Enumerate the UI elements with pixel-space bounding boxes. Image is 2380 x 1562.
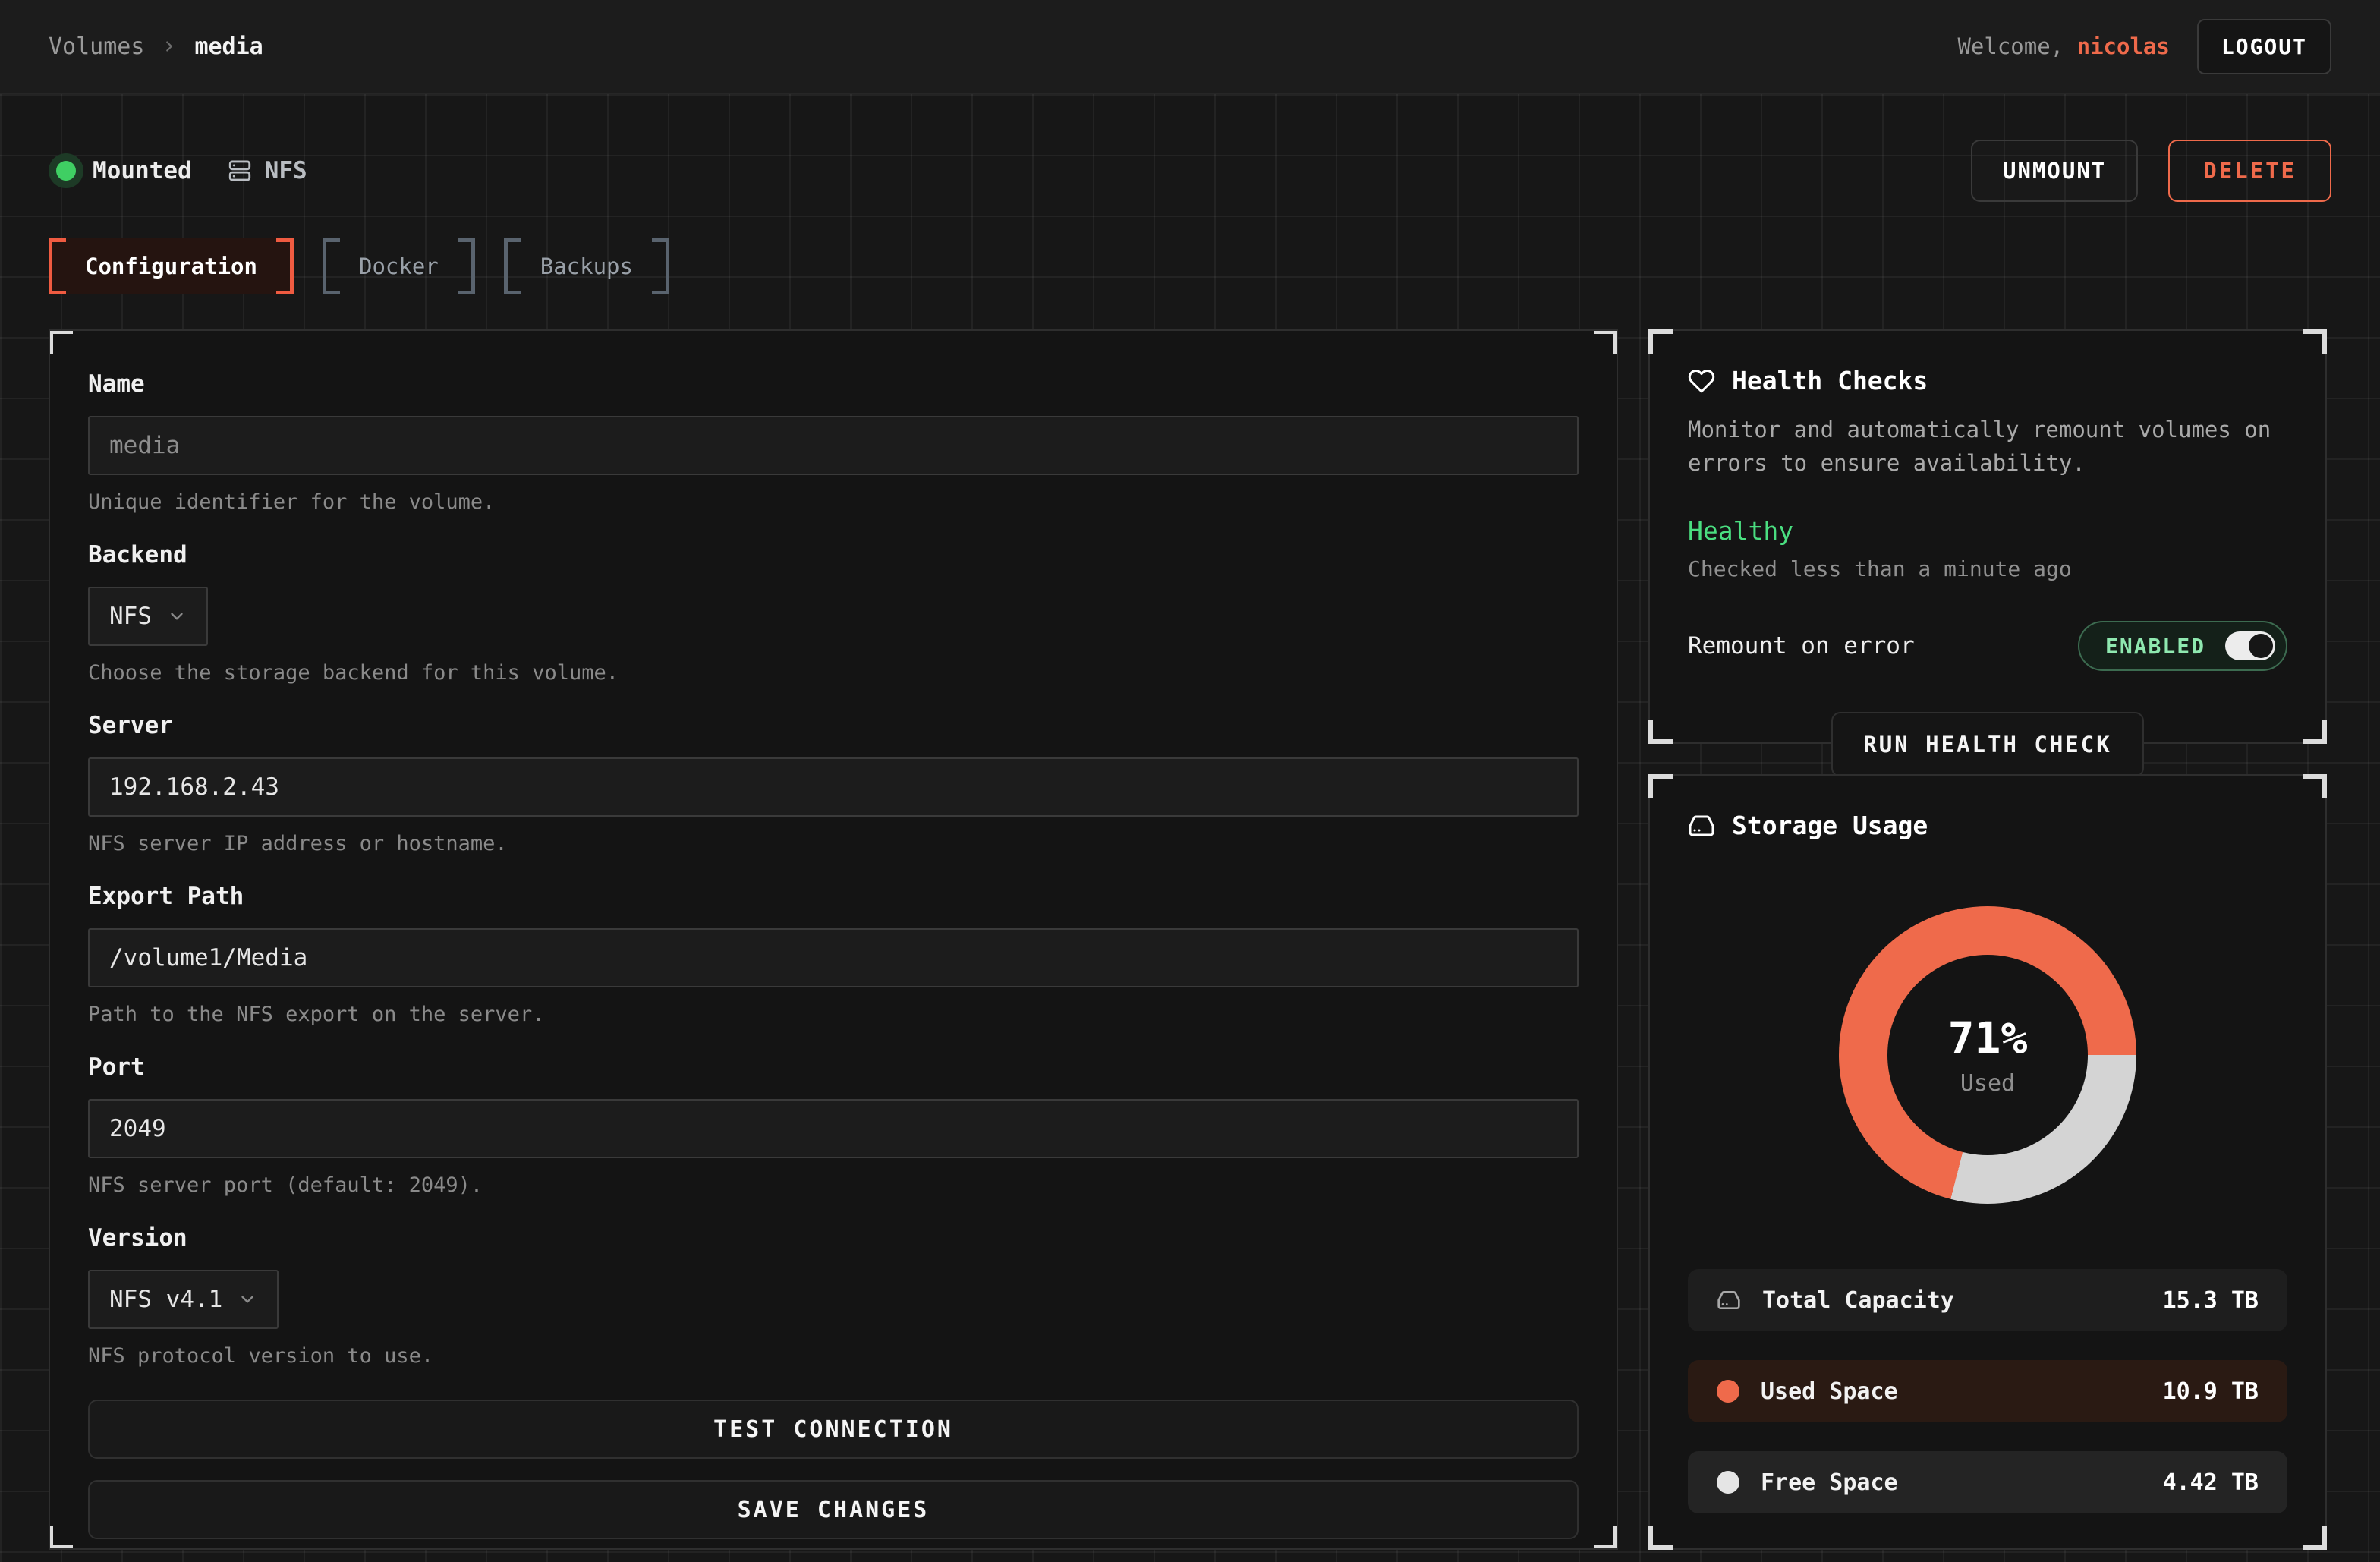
breadcrumb-volumes-link[interactable]: Volumes: [49, 33, 145, 60]
corner-bracket: [50, 331, 73, 354]
corner-bracket: [1594, 331, 1617, 354]
total-capacity-value: 15.3 TB: [2162, 1286, 2259, 1314]
mount-status-label: Mounted: [93, 157, 192, 184]
server-helper: NFS server IP address or hostname.: [88, 832, 508, 855]
backend-badge-label: NFS: [264, 157, 307, 184]
export-path-input[interactable]: [88, 928, 1579, 987]
server-input[interactable]: [88, 757, 1579, 817]
port-label: Port: [88, 1053, 145, 1081]
export-path-label: Export Path: [88, 883, 244, 910]
remount-toggle[interactable]: ENABLED: [2077, 621, 2287, 671]
user-area: Welcome, nicolas LOGOUT: [1957, 18, 2331, 74]
port-input[interactable]: [88, 1099, 1579, 1158]
port-helper: NFS server port (default: 2049).: [88, 1173, 483, 1197]
free-space-row: Free Space 4.42 TB: [1688, 1451, 2287, 1513]
welcome-text: Welcome, nicolas: [1957, 33, 2169, 59]
total-capacity-row: Total Capacity 15.3 TB: [1688, 1269, 2287, 1331]
tab-backups[interactable]: Backups: [503, 238, 670, 294]
health-checks-panel: Health Checks Monitor and automatically …: [1648, 329, 2327, 777]
tab-configuration[interactable]: Configuration: [49, 238, 294, 294]
corner-bracket: [50, 1526, 73, 1548]
corner-bracket: [1594, 1526, 1617, 1548]
tab-bar: Configuration Docker Backups: [49, 238, 2331, 294]
chevron-down-icon: [167, 606, 187, 626]
version-select[interactable]: NFS v4.1: [88, 1270, 279, 1329]
breadcrumb-current: media: [194, 33, 263, 60]
health-panel-title: Health Checks: [1732, 366, 1928, 395]
backend-label: Backend: [88, 541, 187, 568]
run-health-check-button[interactable]: RUN HEALTH CHECK: [1831, 712, 2144, 777]
unmount-button[interactable]: UNMOUNT: [1971, 140, 2139, 202]
health-last-checked: Checked less than a minute ago: [1688, 556, 2072, 581]
welcome-prefix: Welcome,: [1957, 33, 2064, 59]
corner-bracket: [1648, 1526, 1673, 1550]
storage-used-label: Used: [1960, 1070, 2016, 1097]
version-label: Version: [88, 1224, 187, 1252]
corner-bracket: [2303, 1526, 2327, 1550]
health-description: Monitor and automatically remount volume…: [1688, 417, 2271, 476]
top-bar: Volumes media Welcome, nicolas LOGOUT: [0, 0, 2380, 94]
storage-donut: 71% Used: [1839, 905, 2136, 1204]
hard-drive-icon: [1717, 1288, 1741, 1312]
mount-status: Mounted: [49, 157, 192, 184]
corner-bracket: [1648, 774, 1673, 798]
storage-panel-title: Storage Usage: [1732, 811, 1928, 840]
backend-select-value: NFS: [109, 603, 152, 630]
main-area: Mounted NFS UNMOUNT DELETE Configuration…: [0, 94, 2380, 1562]
used-space-label: Used Space: [1761, 1378, 1898, 1405]
toggle-switch: [2225, 631, 2275, 660]
total-capacity-label: Total Capacity: [1762, 1286, 1954, 1314]
used-space-dot: [1717, 1380, 1739, 1403]
name-helper: Unique identifier for the volume.: [88, 490, 496, 514]
save-changes-button[interactable]: SAVE CHANGES: [88, 1480, 1579, 1539]
free-space-label: Free Space: [1761, 1469, 1898, 1496]
name-input[interactable]: [88, 416, 1579, 475]
breadcrumb: Volumes media: [49, 33, 263, 60]
corner-bracket: [2303, 329, 2327, 354]
backend-badge: NFS: [227, 157, 307, 184]
status-row: Mounted NFS UNMOUNT DELETE: [49, 94, 2331, 202]
tab-docker[interactable]: Docker: [322, 238, 475, 294]
chevron-right-icon: [161, 38, 178, 55]
test-connection-button[interactable]: TEST CONNECTION: [88, 1400, 1579, 1459]
chevron-down-icon: [238, 1290, 257, 1309]
heart-icon: [1688, 367, 1715, 395]
hard-drive-icon: [1688, 812, 1715, 839]
used-space-value: 10.9 TB: [2162, 1378, 2259, 1405]
export-path-helper: Path to the NFS export on the server.: [88, 1003, 545, 1026]
version-helper: NFS protocol version to use.: [88, 1344, 434, 1368]
backend-select[interactable]: NFS: [88, 587, 208, 646]
corner-bracket: [1648, 720, 1673, 744]
server-stack-icon: [227, 158, 253, 184]
username: nicolas: [2076, 33, 2170, 59]
configuration-panel: Name Unique identifier for the volume. B…: [49, 329, 1618, 1550]
remount-toggle-label: ENABLED: [2105, 633, 2205, 659]
version-select-value: NFS v4.1: [109, 1286, 223, 1313]
name-label: Name: [88, 370, 145, 398]
storage-usage-panel: Storage Usage 71% Used: [1648, 774, 2327, 1550]
corner-bracket: [1648, 329, 1673, 354]
logout-button[interactable]: LOGOUT: [2196, 18, 2331, 74]
used-space-row: Used Space 10.9 TB: [1688, 1360, 2287, 1422]
backend-helper: Choose the storage backend for this volu…: [88, 661, 619, 685]
mounted-status-dot: [56, 161, 76, 181]
corner-bracket: [2303, 720, 2327, 744]
delete-button[interactable]: DELETE: [2168, 140, 2331, 202]
free-space-value: 4.42 TB: [2162, 1469, 2259, 1496]
health-status: Healthy: [1688, 516, 1794, 546]
corner-bracket: [2303, 774, 2327, 798]
free-space-dot: [1717, 1471, 1739, 1494]
remount-on-error-label: Remount on error: [1688, 632, 1915, 660]
toggle-knob: [2249, 634, 2273, 658]
storage-used-percent: 71%: [1947, 1012, 2028, 1064]
server-label: Server: [88, 712, 173, 739]
